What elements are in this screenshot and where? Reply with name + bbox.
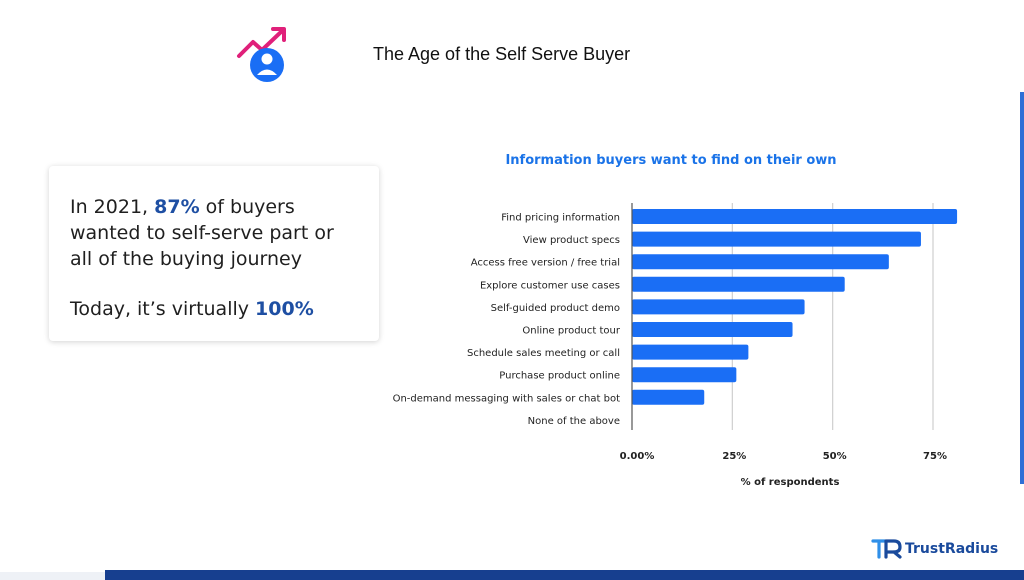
footer-strip	[0, 572, 105, 580]
bar	[632, 389, 705, 405]
trustradius-mark-icon	[871, 539, 902, 559]
category-label: Schedule sales meeting or call	[467, 348, 620, 359]
category-label: Online product tour	[522, 326, 620, 337]
category-label: On-demand messaging with sales or chat b…	[393, 393, 620, 404]
callout-text: In 2021,	[70, 196, 155, 218]
tick-label: 75%	[923, 451, 947, 462]
callout-highlight-87: 87%	[154, 196, 200, 218]
bar	[632, 367, 737, 383]
self-serve-buyer-icon	[237, 27, 286, 82]
category-label: None of the above	[528, 416, 620, 427]
tick-label: 0.00%	[620, 451, 655, 462]
callout-highlight-100: 100%	[255, 298, 314, 320]
category-label: Purchase product online	[499, 371, 620, 382]
bar	[632, 344, 749, 360]
callout-text: Today, it’s virtually	[70, 298, 256, 320]
slide-title: The Age of the Self Serve Buyer	[373, 44, 631, 64]
chart-title: Information buyers want to find on their…	[505, 153, 837, 168]
callout-card: In 2021, 87% of buyers wanted to self-se…	[49, 166, 379, 341]
tick-label: 25%	[722, 451, 746, 462]
category-label: View product specs	[523, 235, 620, 246]
category-label: Access free version / free trial	[471, 258, 620, 269]
callout-line-2021: In 2021, 87% of buyers wanted to self-se…	[70, 194, 361, 272]
x-axis-label: % of respondents	[741, 477, 840, 488]
right-accent-bar	[1020, 92, 1024, 484]
category-label: Self-guided product demo	[491, 303, 620, 314]
bar	[632, 231, 921, 247]
category-label: Find pricing information	[501, 213, 620, 224]
bar	[632, 254, 889, 270]
bar	[632, 322, 793, 337]
brand-name: TrustRadius	[905, 541, 999, 557]
callout-line-today: Today, it’s virtually 100%	[70, 296, 361, 322]
bar	[632, 209, 958, 224]
bar	[632, 276, 845, 292]
bar	[632, 299, 805, 315]
tick-label: 50%	[823, 451, 847, 462]
callout-text: of buyers wanted to self-serve part or a…	[70, 196, 334, 270]
trustradius-logo: TrustRadius	[871, 538, 998, 560]
footer-bar	[105, 570, 1024, 580]
category-label: Explore customer use cases	[480, 280, 620, 291]
